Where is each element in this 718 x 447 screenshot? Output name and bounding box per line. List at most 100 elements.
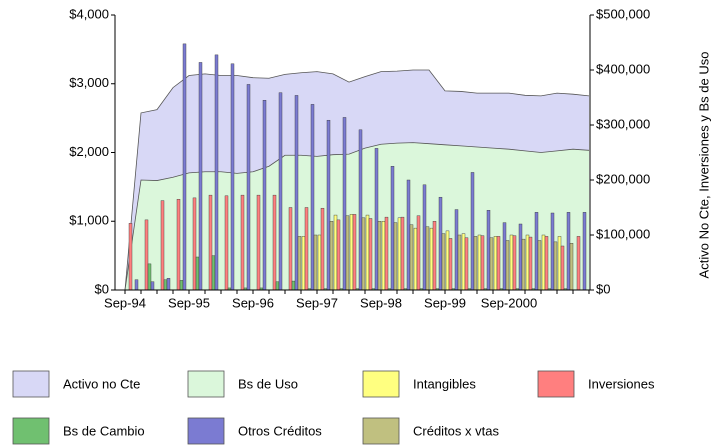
bar (582, 212, 587, 291)
bar (365, 214, 370, 291)
bar (272, 194, 277, 291)
bar (502, 222, 507, 291)
legend-label: Intangibles (413, 376, 476, 391)
bar (160, 200, 165, 291)
bar (294, 95, 299, 291)
bar (166, 278, 171, 291)
legend-swatch (187, 417, 225, 445)
bar (208, 194, 213, 291)
bar (211, 255, 216, 291)
bar (224, 195, 229, 291)
y-tick-label: $4,000 (69, 6, 109, 21)
bar (406, 179, 411, 291)
bar (557, 236, 562, 291)
bar (550, 212, 555, 291)
bar (329, 221, 334, 291)
y2-tick-label: $500,000 (596, 6, 650, 21)
bar (457, 234, 462, 291)
bar (381, 221, 386, 291)
bar (400, 216, 405, 291)
bar (413, 227, 418, 291)
bar (230, 63, 235, 291)
bar (448, 238, 453, 291)
y2-tick-label: $200,000 (596, 171, 650, 186)
bar (576, 236, 581, 291)
bar (198, 62, 203, 291)
y-tick-label: $2,000 (69, 144, 109, 159)
bar (534, 212, 539, 291)
bar (313, 234, 318, 291)
area-line (124, 69, 590, 291)
bar (569, 243, 574, 291)
bar (441, 233, 446, 291)
y-tick-label: $0 (95, 281, 109, 296)
bar (345, 215, 350, 291)
bar (393, 222, 398, 291)
bar (521, 238, 526, 291)
bar (425, 226, 430, 291)
bar (377, 221, 382, 291)
legend-swatch (362, 370, 400, 398)
x-tick-label: Sep-2000 (481, 295, 537, 310)
bar (493, 236, 498, 291)
bar (297, 236, 302, 291)
x-tick-label: Sep-98 (360, 295, 402, 310)
bar (477, 234, 482, 291)
x-tick-label: Sep-94 (104, 295, 146, 310)
bar (278, 92, 283, 291)
bar (553, 241, 558, 291)
x-tick-label: Sep-99 (424, 295, 466, 310)
bar (128, 223, 133, 291)
bar (182, 43, 187, 291)
bar (262, 100, 267, 291)
bar (336, 219, 341, 291)
legend-label: Bs de Cambio (63, 423, 145, 438)
bar (317, 234, 322, 291)
legend-label: Inversiones (588, 376, 655, 391)
bar (566, 212, 571, 291)
y2-tick-label: $400,000 (596, 61, 650, 76)
bar (246, 84, 251, 291)
y-tick-label: $3,000 (69, 75, 109, 90)
bar (256, 194, 261, 291)
bar (470, 172, 475, 291)
bar (454, 209, 459, 291)
bar (176, 199, 181, 291)
bar (537, 240, 542, 291)
bar (461, 233, 466, 291)
bar (525, 234, 530, 291)
legend-swatch (537, 370, 575, 398)
bar (214, 54, 219, 291)
bar (541, 234, 546, 291)
bar (163, 279, 168, 291)
bar (288, 207, 293, 291)
legend-swatch (362, 417, 400, 445)
bar (409, 224, 414, 291)
bar (301, 236, 306, 291)
bar (384, 216, 389, 291)
y2-tick-label: $0 (596, 281, 610, 296)
bar (505, 240, 510, 291)
bar (480, 235, 485, 291)
bar (291, 280, 296, 291)
bar (416, 215, 421, 291)
legend-label: Activo no Cte (63, 376, 140, 391)
y2-tick-label: $300,000 (596, 116, 650, 131)
bar (438, 196, 443, 291)
bar (275, 281, 280, 291)
bar (486, 210, 491, 291)
bar (333, 214, 338, 291)
bar (352, 214, 357, 291)
y2-axis-title: Activo No Cte, Inversiones y Bs de Uso (696, 52, 711, 279)
bar (397, 217, 402, 291)
bar (432, 221, 437, 291)
bar (195, 256, 200, 291)
area-line (124, 142, 590, 291)
bar (368, 218, 373, 291)
bar (544, 236, 549, 291)
bar (390, 166, 395, 291)
bar (150, 281, 155, 291)
bar (349, 214, 354, 291)
bar (496, 236, 501, 291)
x-tick-label: Sep-95 (168, 295, 210, 310)
